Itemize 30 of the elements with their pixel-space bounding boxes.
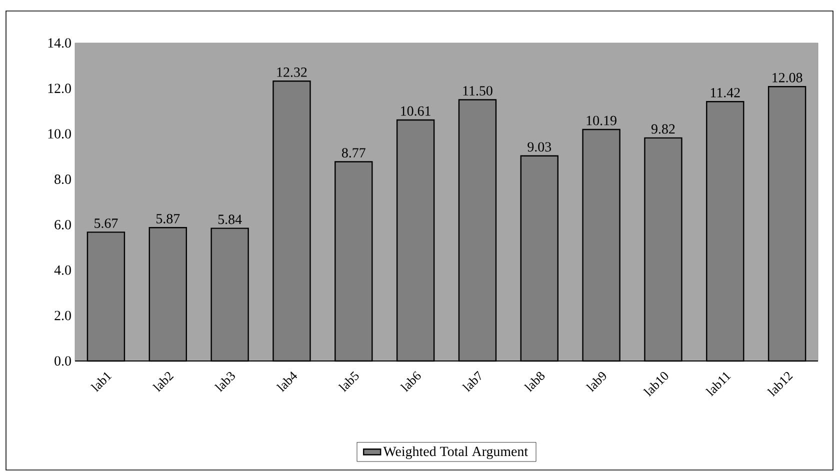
data-label: 11.50 bbox=[463, 86, 492, 96]
data-label: 9.82 bbox=[651, 124, 675, 134]
data-label: 5.67 bbox=[94, 218, 118, 228]
x-tick-label: lab7 bbox=[462, 370, 481, 392]
data-label: 5.87 bbox=[156, 214, 180, 224]
y-tick-label: 0.0 bbox=[54, 356, 71, 366]
x-tick-label: lab6 bbox=[400, 371, 421, 392]
x-tick-label: lab2 bbox=[152, 372, 174, 392]
data-label: 10.19 bbox=[586, 116, 616, 126]
x-tick-label: lab8 bbox=[524, 372, 545, 392]
y-tick-label: 14.0 bbox=[48, 38, 71, 48]
legend-label: Weighted Total Argument bbox=[383, 446, 528, 460]
data-label: 12.08 bbox=[772, 72, 802, 82]
y-tick-label: 10.0 bbox=[48, 129, 71, 139]
data-label: 12.32 bbox=[277, 68, 307, 77]
y-tick-label: 12.0 bbox=[48, 84, 71, 94]
data-label: 11.42 bbox=[710, 88, 740, 98]
x-tick-label: lab4 bbox=[276, 371, 298, 392]
data-label: 9.03 bbox=[528, 142, 552, 152]
data-label: 10.61 bbox=[401, 106, 430, 116]
x-tick-label: lab3 bbox=[214, 372, 235, 392]
data-label: 8.77 bbox=[342, 148, 366, 158]
y-tick-label: 8.0 bbox=[54, 174, 71, 184]
x-tick-label: lab5 bbox=[338, 371, 359, 392]
x-tick-label: lab1 bbox=[90, 372, 112, 392]
data-label: 5.84 bbox=[218, 214, 242, 224]
y-tick-label: 6.0 bbox=[54, 220, 71, 230]
x-tick-label: lab9 bbox=[586, 372, 606, 392]
y-tick-label: 4.0 bbox=[54, 265, 71, 275]
y-tick-label: 2.0 bbox=[54, 310, 71, 320]
